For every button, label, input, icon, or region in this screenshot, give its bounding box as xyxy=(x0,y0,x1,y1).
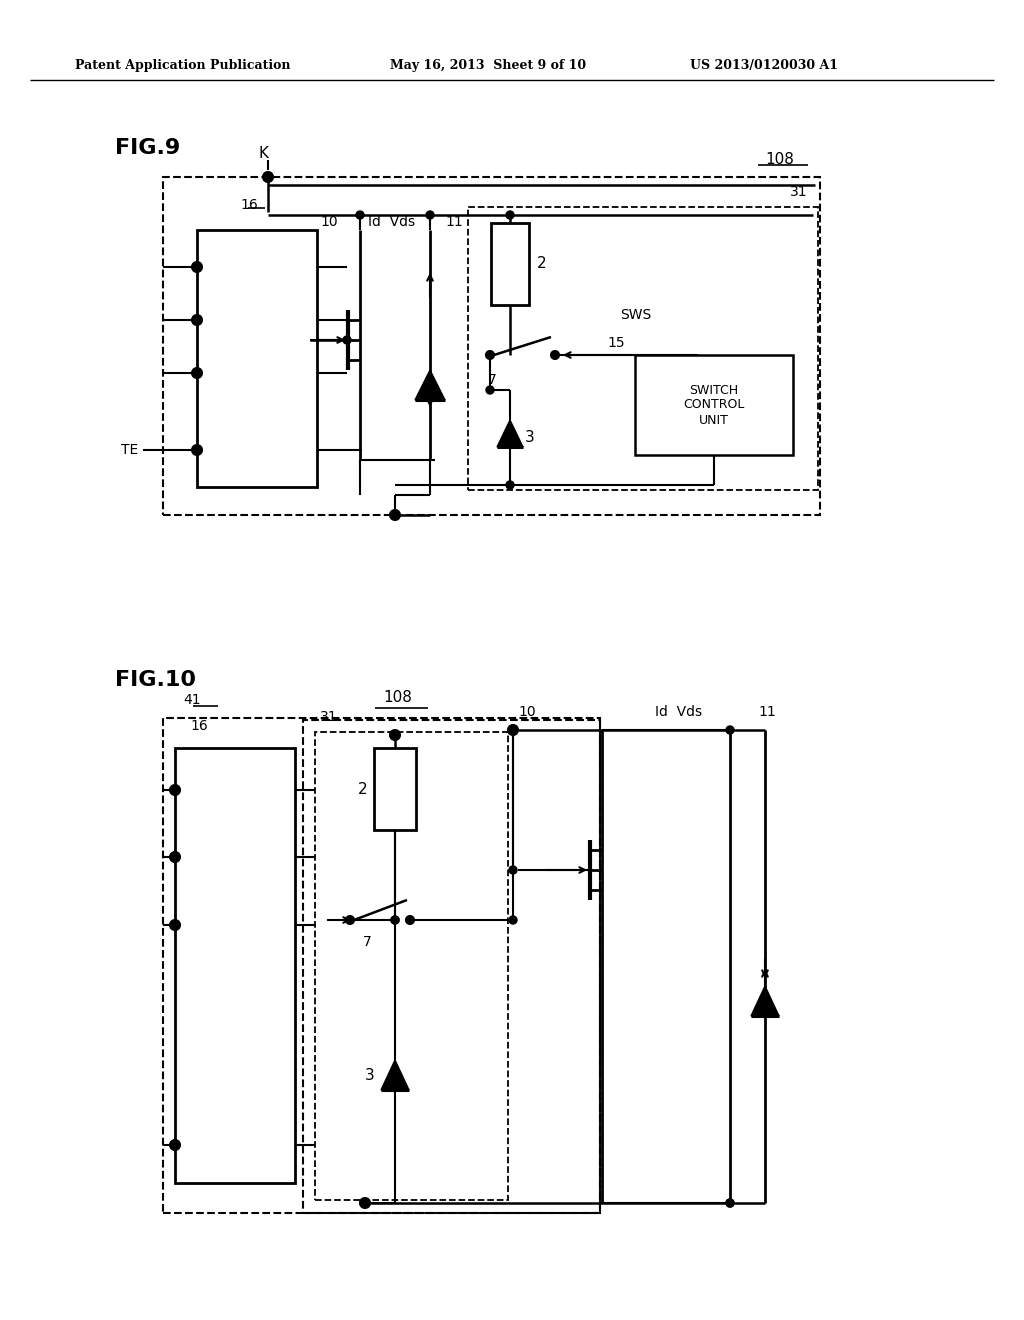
Circle shape xyxy=(426,211,434,219)
Text: 2: 2 xyxy=(537,256,547,272)
Circle shape xyxy=(506,480,514,488)
Text: 7: 7 xyxy=(362,935,372,949)
Text: TE: TE xyxy=(121,444,138,457)
Polygon shape xyxy=(751,986,779,1016)
Circle shape xyxy=(193,368,202,378)
Circle shape xyxy=(263,172,273,182)
Circle shape xyxy=(193,315,202,325)
Circle shape xyxy=(170,1140,180,1150)
Text: 11: 11 xyxy=(758,705,776,719)
Text: SWITCH: SWITCH xyxy=(689,384,738,396)
Circle shape xyxy=(551,351,559,359)
Circle shape xyxy=(391,916,399,924)
Text: FIG.10: FIG.10 xyxy=(115,671,196,690)
Text: 108: 108 xyxy=(765,152,794,166)
Bar xyxy=(303,719,600,1213)
Circle shape xyxy=(509,916,517,924)
Text: 41: 41 xyxy=(183,693,201,708)
Text: 10: 10 xyxy=(319,215,338,228)
Text: Id  Vds: Id Vds xyxy=(368,215,415,228)
Text: 31: 31 xyxy=(790,185,808,199)
Text: 16: 16 xyxy=(190,719,208,733)
Text: 16: 16 xyxy=(240,198,258,213)
Text: Id  Vds: Id Vds xyxy=(655,705,702,719)
Bar xyxy=(468,207,818,490)
Circle shape xyxy=(486,351,494,359)
Text: 31: 31 xyxy=(319,710,338,723)
Circle shape xyxy=(170,851,180,862)
Bar xyxy=(374,748,416,830)
Circle shape xyxy=(193,261,202,272)
Text: FIG.9: FIG.9 xyxy=(115,139,180,158)
Bar xyxy=(315,733,508,1200)
Polygon shape xyxy=(415,370,445,400)
Polygon shape xyxy=(381,1060,409,1090)
Circle shape xyxy=(486,385,494,393)
Bar xyxy=(635,355,793,455)
Text: 10: 10 xyxy=(518,705,536,719)
Circle shape xyxy=(346,916,354,924)
Circle shape xyxy=(170,920,180,931)
Circle shape xyxy=(390,730,400,741)
Text: May 16, 2013  Sheet 9 of 10: May 16, 2013 Sheet 9 of 10 xyxy=(390,58,586,71)
Circle shape xyxy=(390,510,400,520)
Polygon shape xyxy=(497,420,523,447)
Circle shape xyxy=(726,1199,734,1206)
Text: 3: 3 xyxy=(365,1068,375,1082)
Text: 15: 15 xyxy=(607,337,625,350)
Circle shape xyxy=(508,725,518,735)
Text: CONTROL: CONTROL xyxy=(683,399,744,412)
Text: 108: 108 xyxy=(383,690,412,705)
Bar xyxy=(175,748,295,1183)
Circle shape xyxy=(509,866,517,874)
Circle shape xyxy=(391,916,399,924)
Text: 11: 11 xyxy=(445,215,463,228)
Bar xyxy=(197,230,317,487)
Text: Patent Application Publication: Patent Application Publication xyxy=(75,58,291,71)
Bar xyxy=(163,718,600,1213)
Circle shape xyxy=(193,445,202,455)
Circle shape xyxy=(356,211,364,219)
Circle shape xyxy=(506,211,514,219)
Circle shape xyxy=(726,1199,734,1206)
Text: SWS: SWS xyxy=(620,308,651,322)
Circle shape xyxy=(343,337,351,345)
Circle shape xyxy=(726,726,734,734)
Circle shape xyxy=(360,1199,370,1208)
Text: US 2013/0120030 A1: US 2013/0120030 A1 xyxy=(690,58,838,71)
Text: UNIT: UNIT xyxy=(699,413,729,426)
Bar xyxy=(163,177,820,515)
Circle shape xyxy=(170,785,180,795)
Circle shape xyxy=(406,916,414,924)
Text: 7: 7 xyxy=(488,374,497,387)
Bar xyxy=(490,223,529,305)
Text: 2: 2 xyxy=(358,781,368,796)
Text: K: K xyxy=(258,145,268,161)
Text: 3: 3 xyxy=(525,429,535,445)
